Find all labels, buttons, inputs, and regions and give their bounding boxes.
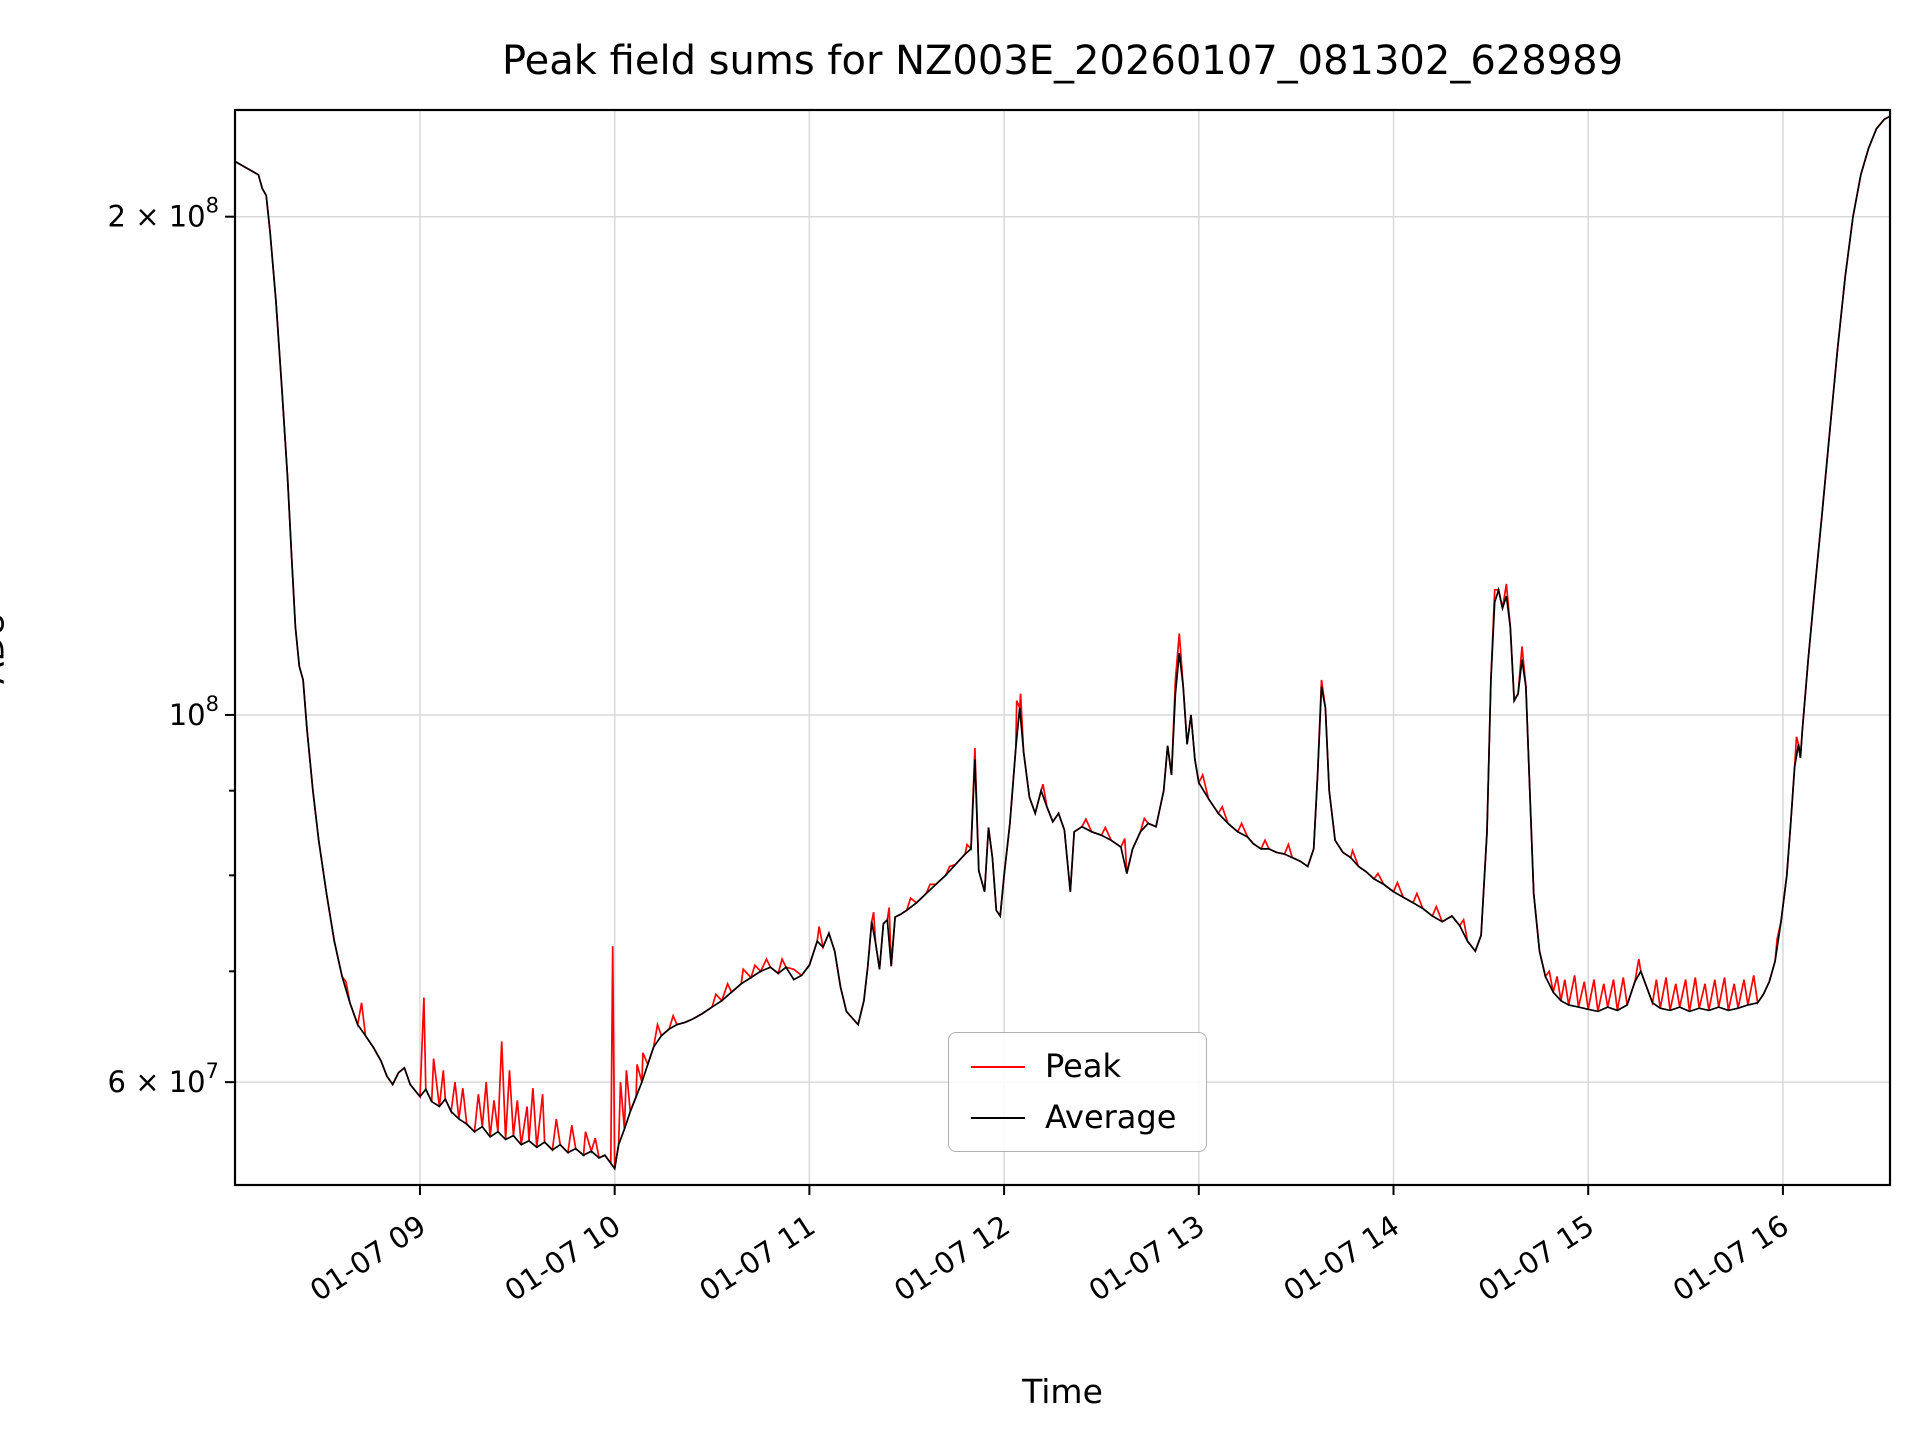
average-series-line xyxy=(235,115,1890,1171)
peak-line-sample xyxy=(971,1065,1025,1068)
x-tick-label: 01-07 11 xyxy=(693,1208,821,1308)
legend-entry-peak: Peak xyxy=(971,1047,1176,1085)
x-tick-label: 01-07 15 xyxy=(1472,1208,1600,1308)
axes-spines xyxy=(233,108,1892,1187)
x-tick-label: 01-07 13 xyxy=(1083,1208,1211,1308)
chart-title: Peak field sums for NZ003E_20260107_0813… xyxy=(501,38,1624,84)
legend-entry-average: Average xyxy=(971,1098,1177,1137)
y-tick-label: 2 × 108 xyxy=(108,194,219,234)
average-line-sample xyxy=(971,1116,1025,1119)
peak-series-line xyxy=(235,115,1890,1169)
series xyxy=(235,115,1890,1171)
y-tick-label: 108 xyxy=(169,692,219,732)
legend-label-average: Average xyxy=(1045,1098,1177,1137)
x-tick-label: 01-07 09 xyxy=(304,1208,432,1308)
x-axis-label: Time xyxy=(1022,1372,1103,1411)
legend-label-peak: Peak xyxy=(1045,1047,1121,1085)
x-tick-label: 01-07 14 xyxy=(1277,1208,1405,1308)
axis-ticks xyxy=(225,215,1784,1195)
y-tick-label: 6 × 107 xyxy=(108,1059,219,1099)
x-tick-label: 01-07 16 xyxy=(1667,1208,1795,1308)
x-tick-label: 01-07 10 xyxy=(499,1208,627,1308)
x-tick-label: 01-07 12 xyxy=(888,1208,1016,1308)
legend: Peak Average xyxy=(948,1032,1208,1153)
gridlines xyxy=(235,110,1890,1185)
